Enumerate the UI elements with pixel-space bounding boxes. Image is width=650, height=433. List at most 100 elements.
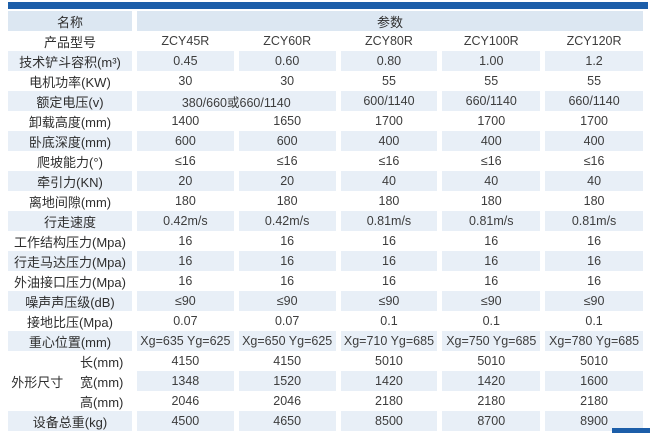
value-cell: 1700 bbox=[545, 111, 643, 131]
value-cell: 30 bbox=[136, 71, 234, 91]
value-cell: ZCY45R bbox=[136, 31, 234, 51]
value-cell: 20 bbox=[238, 171, 336, 191]
table-row: 重心位置(mm) Xg=635 Yg=625 Xg=650 Yg=625 Xg=710… bbox=[8, 331, 643, 351]
value-cell: 0.81m/s bbox=[442, 211, 541, 231]
value-cell: 0.07 bbox=[136, 311, 234, 331]
value-cell: 16 bbox=[340, 231, 438, 251]
table-row: 行走速度 0.42m/s 0.42m/s 0.81m/s 0.81m/s 0.81m/s bbox=[8, 211, 643, 231]
table-row: 卧底深度(mm) 600 600 400 400 400 bbox=[8, 131, 643, 151]
table-row: 外形尺寸 长(mm) 4150 4150 5010 5010 5010 bbox=[8, 351, 643, 411]
row-group-label: 外形尺寸 bbox=[8, 351, 67, 411]
value-cell: 1420 bbox=[340, 371, 438, 391]
value-cell: 16 bbox=[136, 251, 234, 271]
row-label: 电机功率(KW) bbox=[8, 71, 132, 91]
value-cell: 180 bbox=[545, 191, 643, 211]
value-cell: ≤16 bbox=[340, 151, 438, 171]
value-cell: 2180 bbox=[340, 391, 438, 411]
value-cell: 8900 bbox=[545, 411, 643, 431]
value-cell: 1.00 bbox=[442, 51, 541, 71]
row-label: 技术铲斗容积(m³) bbox=[8, 51, 132, 71]
row-label: 噪声声压级(dB) bbox=[8, 291, 132, 311]
row-label: 行走马达压力(Mpa) bbox=[8, 251, 132, 271]
value-cell: 5010 bbox=[442, 351, 541, 371]
value-cell: 40 bbox=[442, 171, 541, 191]
value-cell: 16 bbox=[238, 251, 336, 271]
row-label: 重心位置(mm) bbox=[8, 331, 132, 351]
table-row: 爬坡能力(°) ≤16 ≤16 ≤16 ≤16 ≤16 bbox=[8, 151, 643, 171]
value-cell: 0.1 bbox=[442, 311, 541, 331]
value-cell: Xg=710 Yg=685 bbox=[340, 331, 438, 351]
value-cell: 0.60 bbox=[238, 51, 336, 71]
row-sub-label: 长(mm) bbox=[71, 351, 132, 371]
value-cell: 0.80 bbox=[340, 51, 438, 71]
value-cell: ≤90 bbox=[238, 291, 336, 311]
value-cell: 0.1 bbox=[340, 311, 438, 331]
value-cell: ≤16 bbox=[545, 151, 643, 171]
table-row: 电机功率(KW) 30 30 55 55 55 bbox=[8, 71, 643, 91]
value-cell: 1600 bbox=[545, 371, 643, 391]
value-cell: 600/1140 bbox=[340, 91, 438, 111]
value-cell: 180 bbox=[340, 191, 438, 211]
value-cell: ≤16 bbox=[238, 151, 336, 171]
value-cell: 16 bbox=[238, 271, 336, 291]
value-cell: 16 bbox=[136, 231, 234, 251]
value-cell: 180 bbox=[442, 191, 541, 211]
value-cell: 1700 bbox=[442, 111, 541, 131]
value-cell: 0.42m/s bbox=[238, 211, 336, 231]
value-cell: 2046 bbox=[136, 391, 234, 411]
value-cell: 1650 bbox=[238, 111, 336, 131]
value-cell: 16 bbox=[238, 231, 336, 251]
value-cell: 16 bbox=[545, 231, 643, 251]
value-cell: ≤90 bbox=[340, 291, 438, 311]
value-cell: 16 bbox=[340, 251, 438, 271]
value-cell: ZCY100R bbox=[442, 31, 541, 51]
table-row: 高(mm) 2046 2046 2180 2180 2180 bbox=[8, 391, 643, 411]
value-cell: 2046 bbox=[238, 391, 336, 411]
product-spec-table: 名称 参数 产品型号 ZCY45R ZCY60R ZCY80R ZCY100R ZCY12… bbox=[3, 11, 648, 431]
table-row: 设备总重(kg) 4500 4650 8500 8700 8900 bbox=[8, 411, 643, 431]
value-cell: 16 bbox=[545, 251, 643, 271]
value-cell: 1.2 bbox=[545, 51, 643, 71]
table-header-row: 名称 参数 bbox=[8, 11, 643, 31]
value-cell: 55 bbox=[442, 71, 541, 91]
table-row: 外油接口压力(Mpa) 16 16 16 16 16 bbox=[8, 271, 643, 291]
value-cell: 4150 bbox=[238, 351, 336, 371]
value-cell: 400 bbox=[545, 131, 643, 151]
value-cell: 660/1140 bbox=[442, 91, 541, 111]
value-cell: 4150 bbox=[136, 351, 234, 371]
table-row: 行走马达压力(Mpa) 16 16 16 16 16 bbox=[8, 251, 643, 271]
row-label: 额定电压(v) bbox=[8, 91, 132, 111]
row-label: 爬坡能力(°) bbox=[8, 151, 132, 171]
value-cell: ≤90 bbox=[545, 291, 643, 311]
value-cell: 600 bbox=[136, 131, 234, 151]
row-label: 外油接口压力(Mpa) bbox=[8, 271, 132, 291]
value-cell: 55 bbox=[545, 71, 643, 91]
value-cell: 380/660或660/1140 bbox=[136, 91, 336, 111]
row-label: 产品型号 bbox=[8, 31, 132, 51]
header-name-cell: 名称 bbox=[8, 11, 132, 31]
value-cell: 8500 bbox=[340, 411, 438, 431]
value-cell: 16 bbox=[442, 251, 541, 271]
table-row: 宽(mm) 1348 1520 1420 1420 1600 bbox=[8, 371, 643, 391]
value-cell: 0.1 bbox=[545, 311, 643, 331]
value-cell: 16 bbox=[442, 271, 541, 291]
value-cell: 30 bbox=[238, 71, 336, 91]
table-row: 卸载高度(mm) 1400 1650 1700 1700 1700 bbox=[8, 111, 643, 131]
value-cell: 4500 bbox=[136, 411, 234, 431]
value-cell: 1700 bbox=[340, 111, 438, 131]
value-cell: 5010 bbox=[545, 351, 643, 371]
row-sub-label: 高(mm) bbox=[71, 391, 132, 411]
value-cell: 1420 bbox=[442, 371, 541, 391]
value-cell: 0.42m/s bbox=[136, 211, 234, 231]
value-cell: 400 bbox=[442, 131, 541, 151]
value-cell: 40 bbox=[340, 171, 438, 191]
value-cell: 0.81m/s bbox=[340, 211, 438, 231]
value-cell: 1348 bbox=[136, 371, 234, 391]
value-cell: 1400 bbox=[136, 111, 234, 131]
value-cell: 0.07 bbox=[238, 311, 336, 331]
table-row: 工作结构压力(Mpa) 16 16 16 16 16 bbox=[8, 231, 643, 251]
row-label: 设备总重(kg) bbox=[8, 411, 132, 431]
value-cell: 4650 bbox=[238, 411, 336, 431]
row-sub-label: 宽(mm) bbox=[71, 371, 132, 391]
